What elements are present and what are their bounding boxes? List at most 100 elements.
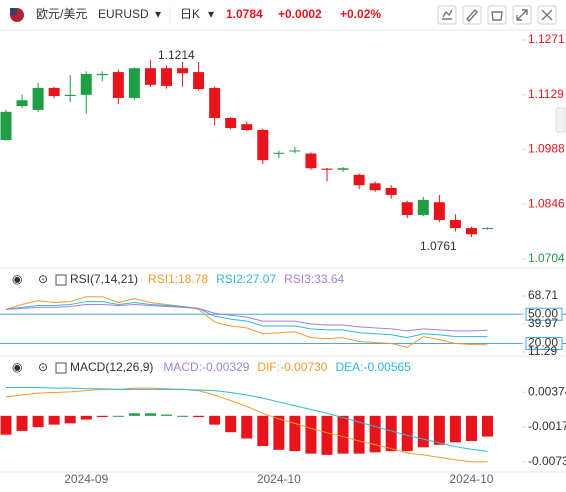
panel-icon[interactable]: ⊙ xyxy=(38,360,48,374)
histogram-bar xyxy=(465,415,477,442)
tool-button[interactable] xyxy=(437,5,457,25)
histogram-bar xyxy=(417,415,429,448)
histogram-bar xyxy=(64,415,76,424)
change-pct: +0.02% xyxy=(340,7,381,21)
legend-entry: RSI3:33.64 xyxy=(284,272,344,286)
candle-body xyxy=(337,168,349,170)
candle-body xyxy=(289,150,301,152)
histogram-bar xyxy=(177,415,189,417)
y-tick-label: -0.00178 xyxy=(528,419,566,433)
x-tick-label: 2024-10 xyxy=(449,472,493,486)
candle-body xyxy=(209,87,221,119)
candle-body xyxy=(144,68,156,85)
y-tick-label: 1.0704 xyxy=(528,251,565,265)
candle-body xyxy=(16,100,28,107)
histogram-bar xyxy=(225,415,237,433)
histogram-bar xyxy=(482,415,493,437)
candle-body xyxy=(417,199,429,215)
candle-body xyxy=(32,87,44,110)
panel-icon[interactable]: ⊙ xyxy=(38,272,48,286)
indicator-line xyxy=(5,303,488,332)
histogram-bar xyxy=(401,415,413,452)
legend-entry: RSI1:18.78 xyxy=(148,272,208,286)
histogram-bar xyxy=(32,415,44,428)
period[interactable]: 日K xyxy=(180,7,200,21)
panel-toggle[interactable] xyxy=(555,107,566,133)
caret: ▾ xyxy=(208,7,214,21)
candle-body xyxy=(465,228,477,235)
candle-body xyxy=(273,152,285,154)
histogram-bar xyxy=(257,415,269,447)
y-tick-label: -0.0073 xyxy=(528,454,566,468)
y-tick-label: 50.00 xyxy=(528,306,558,320)
histogram-bar xyxy=(289,415,301,452)
candle-body xyxy=(80,73,92,95)
y-tick-label: 20.00 xyxy=(528,336,558,350)
x-tick-label: 2024-10 xyxy=(257,472,301,486)
histogram-bar xyxy=(80,415,92,420)
histogram-bar xyxy=(353,415,365,454)
histogram-bar xyxy=(241,415,253,439)
histogram-bar xyxy=(128,413,140,416)
y-tick-label: 39.97 xyxy=(528,316,558,330)
candle-body xyxy=(385,187,397,195)
y-tick-label: 1.0846 xyxy=(528,196,565,210)
tool-button[interactable] xyxy=(487,5,507,25)
histogram-bar xyxy=(337,415,349,454)
x-tick-label: 2024-09 xyxy=(64,472,108,486)
caret: ▾ xyxy=(155,7,161,21)
y-tick-label: 68.71 xyxy=(528,288,558,302)
candle-body xyxy=(305,153,317,169)
panel-box[interactable] xyxy=(55,274,67,286)
legend-entry: DIF:-0.00730 xyxy=(257,360,327,374)
pair-name: 欧元/美元 xyxy=(36,7,87,21)
panel-settings[interactable]: ◉ xyxy=(12,272,22,286)
y-tick-label: 1.1129 xyxy=(528,87,564,101)
candle-body xyxy=(353,174,365,186)
histogram-bar xyxy=(369,415,381,453)
y-tick-label: 11.29 xyxy=(528,344,557,358)
candle-body xyxy=(161,68,172,86)
panel-settings[interactable]: ◉ xyxy=(12,360,22,374)
histogram-bar xyxy=(321,415,333,455)
candle-body xyxy=(401,202,413,215)
flag xyxy=(10,8,24,22)
indicator-line xyxy=(5,301,488,339)
candle-body xyxy=(48,87,60,97)
histogram-bar xyxy=(449,415,461,443)
histogram-bar xyxy=(209,415,221,425)
candle-body xyxy=(241,124,253,130)
symbol: EURUSD xyxy=(98,7,149,21)
indicator-line xyxy=(5,296,488,348)
histogram-bar xyxy=(96,415,108,418)
histogram-bar xyxy=(0,415,12,435)
candle-body xyxy=(482,228,493,230)
histogram-bar xyxy=(273,415,285,450)
histogram-bar xyxy=(144,413,156,416)
low-annotation: 1.0761 xyxy=(420,239,457,253)
candle-body xyxy=(433,202,445,220)
candle-body xyxy=(257,129,269,161)
price: 1.0784 xyxy=(226,7,263,21)
tool-button[interactable] xyxy=(462,5,482,25)
tool-button[interactable] xyxy=(537,5,557,25)
tool-button[interactable] xyxy=(512,5,532,25)
y-tick-label: 1.1271 xyxy=(528,32,565,46)
histogram-bar xyxy=(305,415,317,454)
indicator-title: MACD(12,26,9) xyxy=(70,360,153,374)
legend-entry: MACD:-0.00329 xyxy=(163,360,249,374)
histogram-bar xyxy=(16,415,28,431)
panel-box[interactable] xyxy=(55,362,67,374)
change: +0.0002 xyxy=(278,7,322,21)
toolbar xyxy=(437,5,557,25)
histogram-bar xyxy=(112,415,124,417)
candle-body xyxy=(128,68,140,98)
histogram-bar xyxy=(48,415,60,425)
histogram-bar xyxy=(161,414,172,416)
candle-body xyxy=(0,111,12,141)
candle-body xyxy=(64,94,76,97)
legend-entry: DEA:-0.00565 xyxy=(335,360,411,374)
candle-body xyxy=(449,219,461,229)
